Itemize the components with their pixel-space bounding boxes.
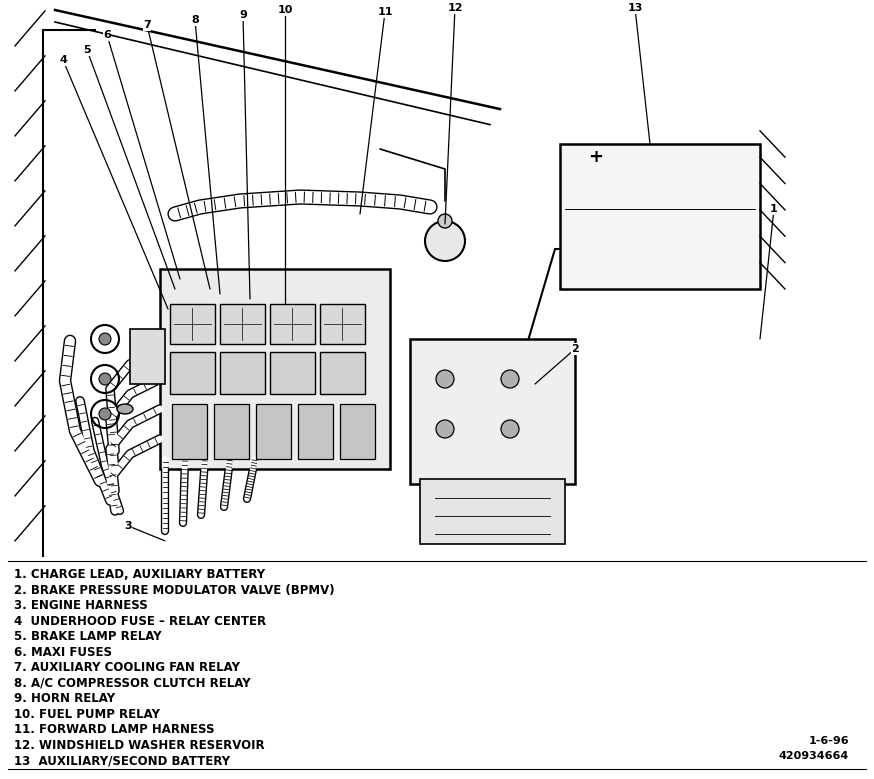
Text: 10. FUEL PUMP RELAY: 10. FUEL PUMP RELAY (14, 708, 160, 721)
Bar (220, 304, 265, 344)
Text: 3: 3 (124, 521, 132, 530)
Bar (256, 404, 291, 459)
Circle shape (438, 214, 452, 228)
Bar (340, 404, 375, 459)
Text: 4  UNDERHOOD FUSE – RELAY CENTER: 4 UNDERHOOD FUSE – RELAY CENTER (14, 615, 266, 628)
Circle shape (436, 420, 454, 438)
Text: 3. ENGINE HARNESS: 3. ENGINE HARNESS (14, 599, 148, 612)
Text: 8: 8 (191, 15, 199, 25)
Text: 7. AUXILIARY COOLING FAN RELAY: 7. AUXILIARY COOLING FAN RELAY (14, 661, 240, 675)
Circle shape (99, 373, 111, 385)
Text: 12. WINDSHIELD WASHER RESERVOIR: 12. WINDSHIELD WASHER RESERVOIR (14, 738, 265, 752)
Bar (172, 404, 207, 459)
Circle shape (425, 221, 465, 261)
Text: 5: 5 (83, 45, 91, 55)
Bar (320, 304, 365, 344)
Bar (160, 269, 390, 469)
Text: 1-6-96: 1-6-96 (808, 736, 849, 746)
Circle shape (501, 420, 519, 438)
Text: 2: 2 (571, 344, 579, 354)
Bar (170, 352, 215, 394)
Bar (420, 479, 565, 544)
Text: 13  AUXILIARY/SECOND BATTERY: 13 AUXILIARY/SECOND BATTERY (14, 754, 230, 767)
Text: 10: 10 (277, 5, 293, 15)
Text: 11. FORWARD LAMP HARNESS: 11. FORWARD LAMP HARNESS (14, 724, 214, 736)
Text: 9: 9 (239, 10, 247, 20)
Text: +: + (588, 148, 603, 166)
Text: 4: 4 (59, 55, 67, 65)
Bar (270, 304, 315, 344)
Text: 6. MAXI FUSES: 6. MAXI FUSES (14, 646, 112, 659)
Text: 13: 13 (628, 3, 642, 13)
Circle shape (501, 370, 519, 388)
Text: 1: 1 (770, 204, 778, 214)
Text: 11: 11 (378, 7, 392, 17)
Circle shape (99, 408, 111, 420)
Text: 12: 12 (447, 3, 462, 13)
Circle shape (436, 370, 454, 388)
Bar (298, 404, 333, 459)
Bar (214, 404, 249, 459)
Text: 5. BRAKE LAMP RELAY: 5. BRAKE LAMP RELAY (14, 630, 162, 643)
Ellipse shape (117, 404, 133, 414)
Text: 9. HORN RELAY: 9. HORN RELAY (14, 693, 115, 705)
Bar (410, 339, 575, 484)
Bar (170, 304, 215, 344)
Text: 8. A/C COMPRESSOR CLUTCH RELAY: 8. A/C COMPRESSOR CLUTCH RELAY (14, 677, 251, 690)
Bar (320, 352, 365, 394)
Bar (220, 352, 265, 394)
Text: 7: 7 (143, 20, 151, 30)
Bar (560, 144, 760, 289)
Text: 1. CHARGE LEAD, AUXILIARY BATTERY: 1. CHARGE LEAD, AUXILIARY BATTERY (14, 569, 265, 581)
Circle shape (99, 333, 111, 345)
Text: 2. BRAKE PRESSURE MODULATOR VALVE (BPMV): 2. BRAKE PRESSURE MODULATOR VALVE (BPMV) (14, 584, 335, 597)
Bar (270, 352, 315, 394)
Text: 6: 6 (103, 30, 111, 40)
Bar (130, 329, 165, 384)
Text: 420934664: 420934664 (779, 751, 849, 761)
